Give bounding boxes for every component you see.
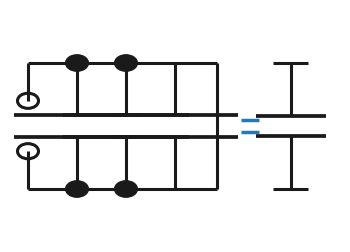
Circle shape — [66, 181, 88, 197]
Circle shape — [66, 55, 88, 71]
Circle shape — [115, 55, 137, 71]
Circle shape — [115, 181, 137, 197]
